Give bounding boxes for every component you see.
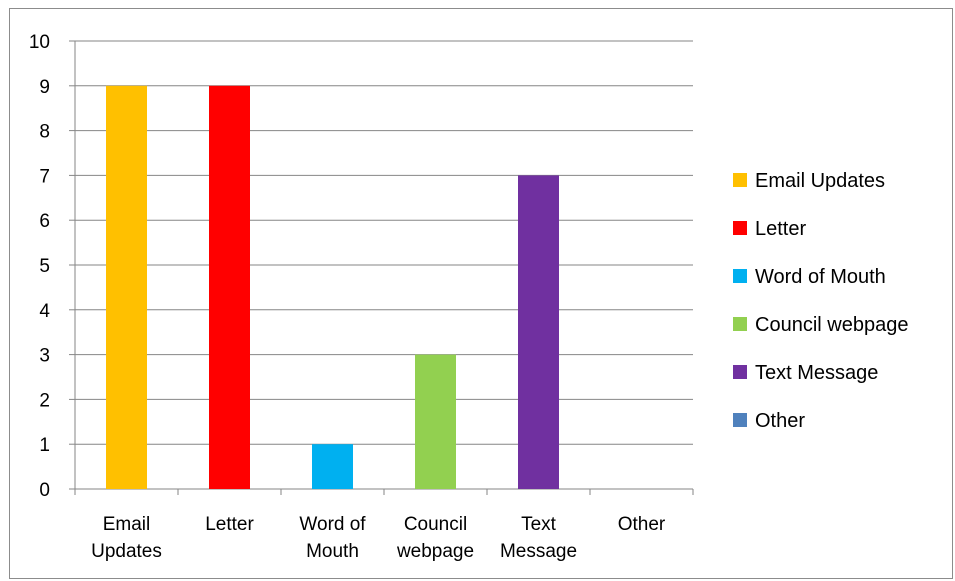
legend-swatch [733,173,747,187]
y-tick-label: 1 [39,435,50,456]
x-tick-label: Other [618,514,666,535]
x-tick-label: Email Updates [91,514,162,562]
x-tick-label: Word of Mouth [299,514,366,562]
legend-swatch [733,269,747,283]
legend-swatch [733,317,747,331]
y-tick-label: 6 [39,211,50,232]
legend-label: Email Updates [755,170,885,192]
y-tick-label: 7 [39,166,50,187]
y-tick-label: 0 [39,480,50,501]
bar [209,86,250,489]
bar [106,86,147,489]
y-tick-label: 10 [29,32,50,53]
x-tick-label: Letter [205,514,254,535]
x-tick-label: Text Message [500,514,577,562]
bar [312,444,353,489]
legend-label: Word of Mouth [755,266,886,288]
y-tick-label: 8 [39,122,50,143]
y-tick-label: 3 [39,346,50,367]
y-tick-label: 2 [39,390,50,411]
y-tick-label: 4 [39,301,50,322]
legend-label: Text Message [755,362,878,384]
legend-swatch [733,365,747,379]
legend-label: Other [755,410,805,432]
legend-swatch [733,221,747,235]
bar [415,355,456,489]
x-tick-label: Council webpage [396,514,474,562]
bar [518,175,559,489]
legend-swatch [733,413,747,427]
legend-label: Council webpage [755,314,908,336]
y-tick-label: 5 [39,256,50,277]
legend-label: Letter [755,218,806,240]
y-tick-label: 9 [39,77,50,98]
